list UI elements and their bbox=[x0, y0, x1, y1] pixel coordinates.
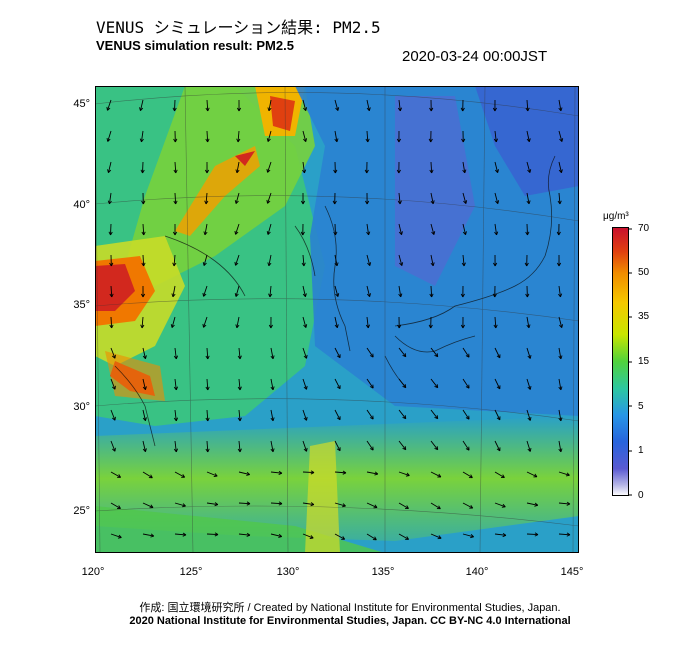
credit-line-creator: 作成: 国立環境研究所 / Created by National Instit… bbox=[139, 602, 561, 614]
lon-label-140: 140° bbox=[465, 566, 489, 578]
lon-label-125: 125° bbox=[179, 566, 203, 578]
title-japanese: VENUS シミュレーション結果: PM2.5 bbox=[96, 18, 381, 37]
title-english: VENUS simulation result: PM2.5 bbox=[96, 38, 294, 53]
lon-label-120: 120° bbox=[81, 566, 105, 578]
lat-label-45: 45° bbox=[73, 98, 90, 110]
colorbar-tick-1: 1 bbox=[638, 445, 644, 456]
colorbar-tick-5: 5 bbox=[638, 401, 644, 412]
pm25-map bbox=[95, 86, 579, 553]
colorbar-tick-0: 0 bbox=[638, 490, 644, 501]
colorbar-tick-15: 15 bbox=[638, 356, 650, 367]
lat-label-30: 30° bbox=[73, 401, 90, 413]
lon-label-130: 130° bbox=[276, 566, 300, 578]
lat-label-25: 25° bbox=[73, 505, 90, 517]
forecast-timestamp: 2020-03-24 00:00JST bbox=[402, 48, 548, 65]
colorbar-tick-70: 70 bbox=[638, 223, 650, 234]
lat-label-40: 40° bbox=[73, 199, 90, 211]
lon-label-135: 135° bbox=[371, 566, 395, 578]
lon-label-145: 145° bbox=[560, 566, 584, 578]
colorbar bbox=[612, 227, 632, 496]
colorbar-tick-50: 50 bbox=[638, 267, 650, 278]
lat-label-35: 35° bbox=[73, 299, 90, 311]
credit-line-license: 2020 National Institute for Environmenta… bbox=[129, 615, 571, 627]
colorbar-tick-35: 35 bbox=[638, 311, 650, 322]
colorbar-unit: μg/m³ bbox=[603, 211, 629, 222]
